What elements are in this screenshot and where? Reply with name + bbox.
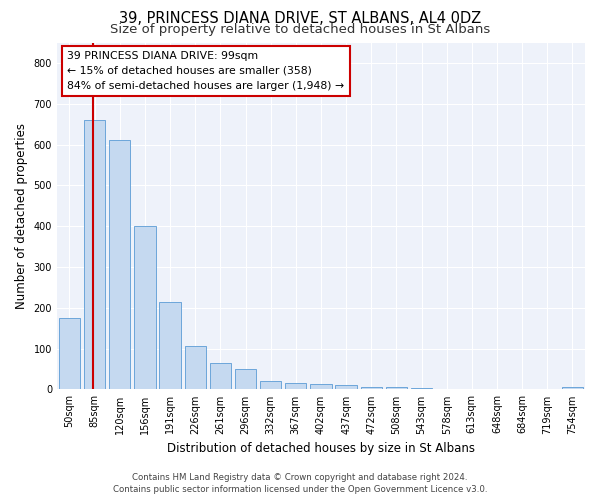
Bar: [386, 388, 407, 390]
Bar: [134, 226, 155, 390]
Text: 39, PRINCESS DIANA DRIVE, ST ALBANS, AL4 0DZ: 39, PRINCESS DIANA DRIVE, ST ALBANS, AL4…: [119, 11, 481, 26]
Bar: [260, 382, 281, 390]
X-axis label: Distribution of detached houses by size in St Albans: Distribution of detached houses by size …: [167, 442, 475, 455]
Bar: [335, 384, 357, 390]
Bar: [411, 388, 432, 390]
Y-axis label: Number of detached properties: Number of detached properties: [15, 123, 28, 309]
Bar: [109, 140, 130, 390]
Bar: [160, 302, 181, 390]
Bar: [185, 346, 206, 390]
Bar: [59, 318, 80, 390]
Bar: [84, 120, 106, 390]
Bar: [562, 388, 583, 390]
Text: Size of property relative to detached houses in St Albans: Size of property relative to detached ho…: [110, 22, 490, 36]
Bar: [235, 369, 256, 390]
Bar: [209, 363, 231, 390]
Bar: [361, 386, 382, 390]
Text: 39 PRINCESS DIANA DRIVE: 99sqm
← 15% of detached houses are smaller (358)
84% of: 39 PRINCESS DIANA DRIVE: 99sqm ← 15% of …: [67, 51, 344, 91]
Bar: [310, 384, 332, 390]
Text: Contains HM Land Registry data © Crown copyright and database right 2024.
Contai: Contains HM Land Registry data © Crown c…: [113, 472, 487, 494]
Bar: [285, 383, 307, 390]
